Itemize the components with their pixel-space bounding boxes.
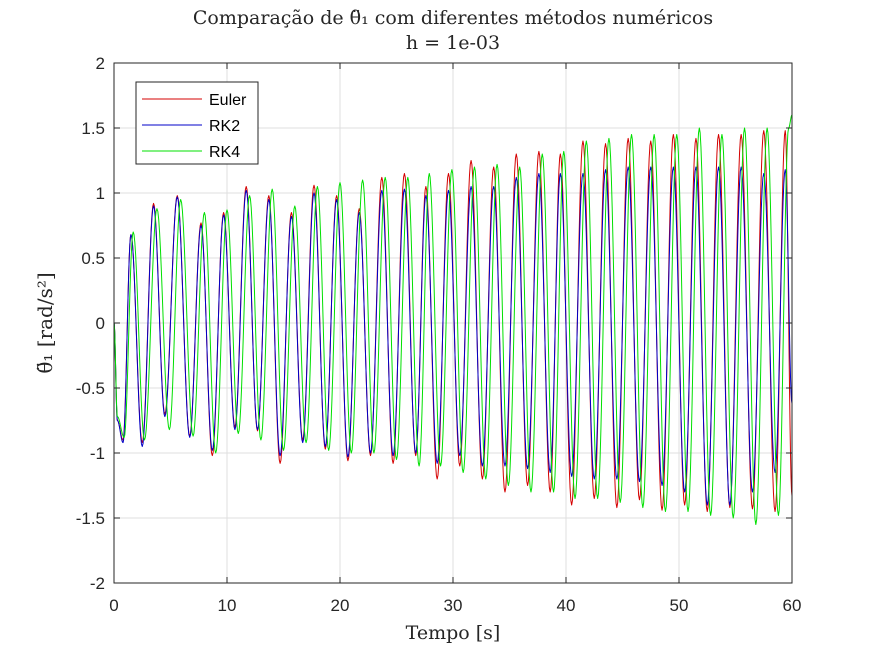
- y-tick-label: 1: [96, 184, 105, 203]
- series-rk4-line: [113, 114, 793, 525]
- legend-label-rk2: RK2: [209, 118, 240, 135]
- x-tick-labels: 0 10 20 30 40 50 60: [109, 596, 801, 615]
- y-tick-label: -2: [90, 574, 105, 593]
- y-tick-label: 0: [96, 314, 105, 333]
- y-tick-label: -1: [90, 444, 105, 463]
- x-tick-label: 50: [670, 596, 689, 615]
- x-tick-label: 0: [109, 596, 118, 615]
- y-axis-label: θ̈₁ [rad/s²]: [33, 272, 57, 373]
- series-rk2-line: [113, 166, 793, 506]
- axis-ticks: [113, 62, 793, 584]
- y-tick-labels: -2 -1.5 -1 -0.5 0 0.5 1 1.5 2: [76, 54, 105, 593]
- chart-subtitle: h = 1e-03: [406, 32, 500, 54]
- legend-box: [135, 81, 259, 165]
- x-tick-label: 30: [444, 596, 463, 615]
- y-tick-label: 2: [96, 54, 105, 73]
- x-tick-label: 20: [331, 596, 350, 615]
- legend-label-rk4: RK4: [209, 144, 240, 161]
- series-lines: [113, 114, 793, 525]
- x-axis-label: Tempo [s]: [406, 622, 501, 644]
- y-tick-label: 0.5: [81, 249, 105, 268]
- y-tick-label: 1.5: [81, 119, 105, 138]
- y-tick-label: -1.5: [76, 509, 105, 528]
- legend: Euler RK2 RK4: [135, 81, 259, 165]
- x-tick-label: 60: [783, 596, 802, 615]
- chart-title: Comparação de θ̈₁ com diferentes métodos…: [193, 7, 713, 29]
- y-tick-label: -0.5: [76, 379, 105, 398]
- x-tick-label: 40: [557, 596, 576, 615]
- x-tick-label: 10: [218, 596, 237, 615]
- legend-label-euler: Euler: [209, 92, 247, 109]
